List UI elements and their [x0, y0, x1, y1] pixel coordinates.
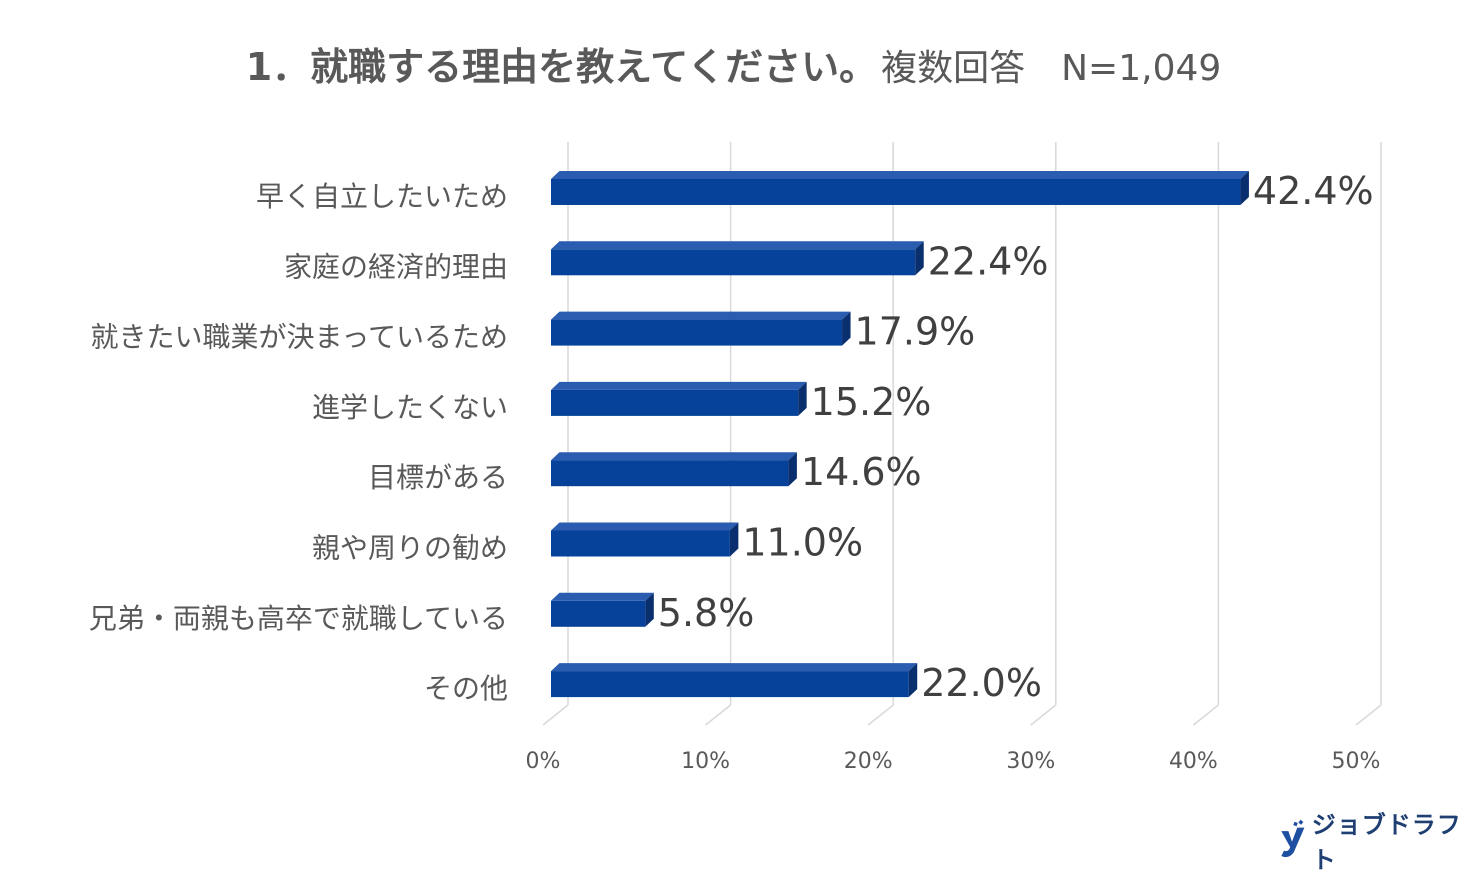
bar-top-face: [551, 592, 654, 601]
category-label: 親や周りの勧め: [312, 532, 508, 565]
x-tick-label: 30%: [1006, 749, 1055, 774]
category-label: 就きたい職業が決まっているため: [91, 321, 508, 354]
category-label: 家庭の経済的理由: [284, 250, 508, 283]
data-label: 14.6%: [801, 450, 922, 494]
chart-title-main: 1．就職する理由を教えてください。: [245, 45, 878, 89]
data-label: 22.0%: [921, 661, 1042, 705]
gridline-floor: [705, 704, 732, 726]
category-label: 兄弟・両親も高卒で就職している: [89, 602, 508, 635]
bar-side-face: [915, 241, 924, 276]
bar-side-face: [908, 663, 918, 698]
chart-title-sub: 複数回答 N=1,049: [881, 48, 1222, 89]
bar: [551, 600, 646, 627]
logo-text: ジョブドラフト: [1311, 811, 1462, 874]
bar-side-face: [788, 452, 797, 487]
bar: [551, 249, 916, 276]
data-label: 22.4%: [928, 239, 1049, 283]
logo-mark-icon: [1281, 819, 1305, 858]
bar: [551, 671, 909, 698]
data-label: 15.2%: [811, 380, 932, 424]
bar-top-face: [551, 522, 739, 531]
bar-side-face: [645, 592, 654, 627]
x-tick-label: 0%: [526, 749, 561, 774]
bar-top-face: [551, 241, 924, 250]
bar: [551, 319, 843, 346]
gridline-floor: [1192, 704, 1219, 726]
data-label: 11.0%: [742, 521, 863, 565]
bar-top-face: [551, 171, 1249, 179]
x-tick-label: 20%: [844, 749, 893, 774]
bar: [551, 179, 1241, 205]
bar: [551, 460, 789, 487]
bar-side-face: [798, 381, 807, 416]
category-label: その他: [424, 672, 508, 705]
x-tick-label: 50%: [1332, 749, 1381, 774]
bar-side-face: [1240, 171, 1249, 205]
data-label: 42.4%: [1253, 169, 1374, 213]
x-tick-label: 10%: [681, 749, 730, 774]
gridline-floor: [1355, 704, 1382, 726]
gridline-floor: [1030, 704, 1057, 726]
gridline-floor: [542, 704, 569, 726]
bar-top-face: [551, 381, 807, 390]
x-tick-label: 40%: [1169, 749, 1218, 774]
gridline-floor: [867, 704, 894, 726]
data-label: 17.9%: [855, 310, 976, 354]
bar-top-face: [551, 452, 797, 461]
bar-side-face: [842, 311, 851, 346]
data-label: 5.8%: [658, 591, 755, 635]
bar-top-face: [551, 663, 918, 672]
chart-title: 1．就職する理由を教えてください。 複数回答 N=1,049: [0, 36, 1467, 91]
brand-logo: ジョブドラフト: [1276, 811, 1467, 874]
bar: [551, 389, 799, 416]
bar-top-face: [551, 311, 851, 320]
bar-side-face: [729, 522, 739, 557]
category-label: 早く自立したいため: [256, 180, 508, 213]
category-label: 進学したくない: [312, 391, 508, 424]
bar: [551, 530, 730, 557]
category-label: 目標がある: [368, 461, 508, 494]
